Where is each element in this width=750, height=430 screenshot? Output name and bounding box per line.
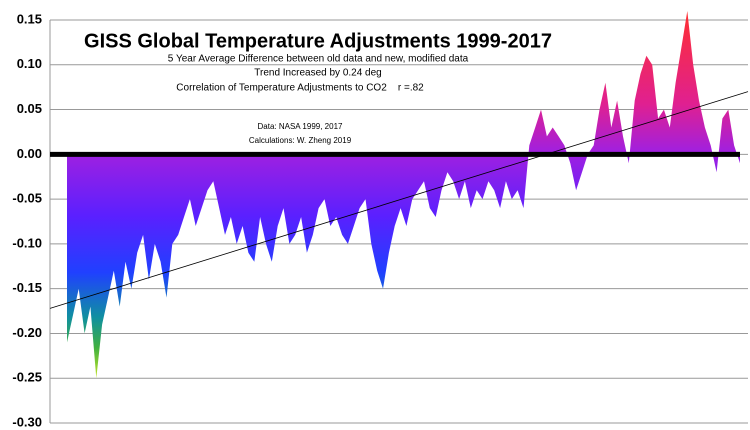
- y-tick-label: 0.10: [17, 56, 42, 71]
- subtitle: Trend Increased by 0.24 deg: [254, 68, 382, 79]
- source: Data: NASA 1999, 2017: [258, 122, 344, 131]
- trend-line: [49, 91, 749, 309]
- area: [67, 11, 740, 379]
- subtitle: 5 Year Average Difference between old da…: [168, 54, 469, 65]
- chart-title: GISS Global Temperature Adjustments 1999…: [84, 30, 552, 52]
- y-tick-label: -0.30: [12, 414, 42, 429]
- source: Calculations: W. Zheng 2019: [249, 136, 352, 145]
- y-tick-label: 0.15: [17, 11, 42, 26]
- y-tick-label: -0.25: [12, 370, 42, 385]
- subtitle: Correlation of Temperature Adjustments t…: [176, 83, 424, 94]
- y-tick-label: 0.00: [17, 146, 42, 161]
- y-tick-label: -0.05: [12, 191, 42, 206]
- y-tick-label: 0.05: [17, 101, 42, 116]
- y-tick-label: -0.10: [12, 235, 42, 250]
- y-tick-label: -0.15: [12, 280, 42, 295]
- y-tick-label: -0.20: [12, 325, 42, 340]
